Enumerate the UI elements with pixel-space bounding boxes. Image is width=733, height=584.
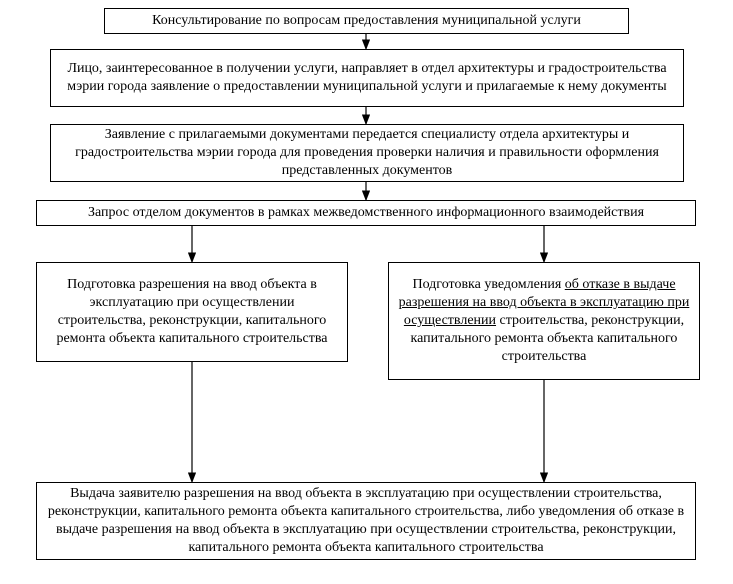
node-text: Заявление с прилагаемыми документами пер… — [59, 126, 675, 181]
flow-node-application: Лицо, заинтересованное в получении услуг… — [50, 49, 684, 107]
node-text: Выдача заявителю разрешения на ввод объе… — [45, 485, 687, 558]
flow-node-consulting: Консультирование по вопросам предоставле… — [104, 8, 629, 34]
flow-node-issue: Выдача заявителю разрешения на ввод объе… — [36, 482, 696, 560]
node-text: Подготовка уведомления об отказе в выдач… — [397, 276, 691, 367]
flow-node-review: Заявление с прилагаемыми документами пер… — [50, 124, 684, 182]
node-text: Лицо, заинтересованное в получении услуг… — [59, 60, 675, 96]
node-text: Запрос отделом документов в рамках межве… — [88, 204, 644, 222]
flow-node-refusal: Подготовка уведомления об отказе в выдач… — [388, 262, 700, 380]
node-text: Подготовка разрешения на ввод объекта в … — [45, 276, 339, 349]
flow-node-request: Запрос отделом документов в рамках межве… — [36, 200, 696, 226]
flow-node-permit: Подготовка разрешения на ввод объекта в … — [36, 262, 348, 362]
node-text: Консультирование по вопросам предоставле… — [152, 12, 581, 30]
